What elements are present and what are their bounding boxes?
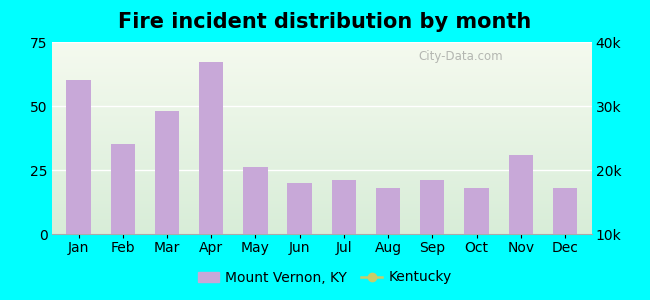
Bar bbox=[199, 62, 224, 234]
Bar bbox=[243, 167, 268, 234]
Bar bbox=[155, 111, 179, 234]
Text: City-Data.com: City-Data.com bbox=[419, 50, 504, 63]
Bar bbox=[287, 183, 312, 234]
Text: Fire incident distribution by month: Fire incident distribution by month bbox=[118, 12, 532, 32]
Bar bbox=[464, 188, 489, 234]
Bar bbox=[376, 188, 400, 234]
Bar bbox=[552, 188, 577, 234]
Bar bbox=[508, 154, 533, 234]
Legend: Mount Vernon, KY, Kentucky: Mount Vernon, KY, Kentucky bbox=[192, 265, 458, 290]
Bar bbox=[332, 180, 356, 234]
Bar bbox=[111, 144, 135, 234]
Bar bbox=[420, 180, 445, 234]
Bar bbox=[66, 80, 91, 234]
